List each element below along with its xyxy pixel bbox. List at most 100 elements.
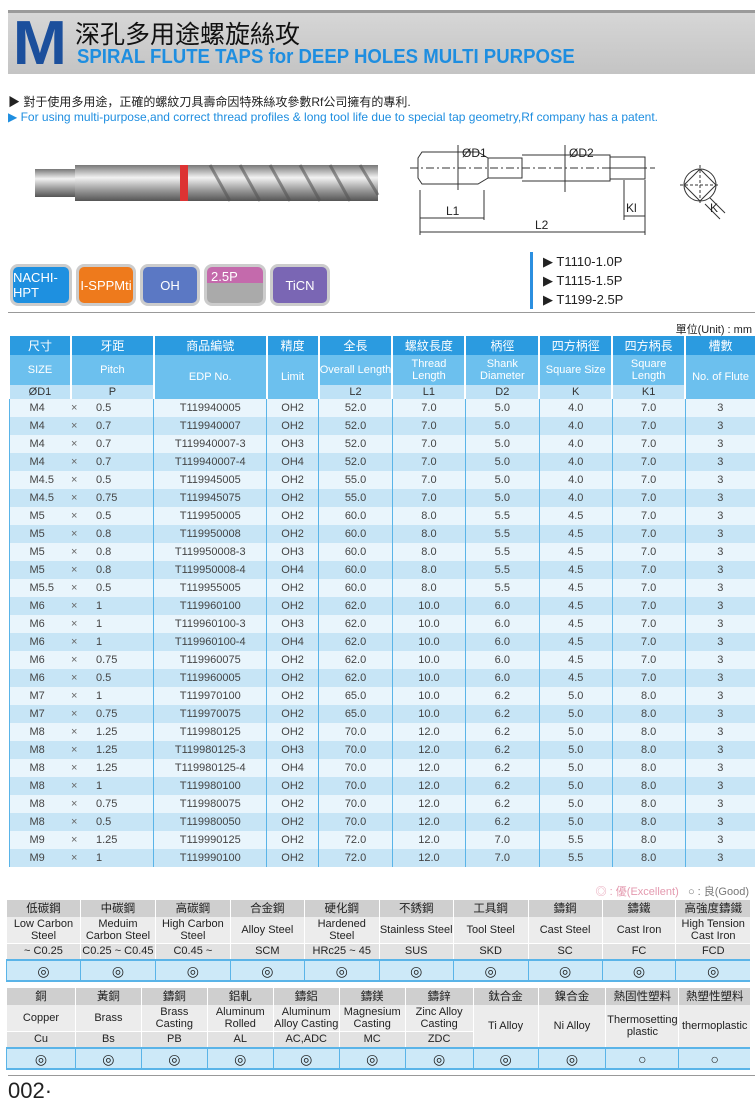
material-zh: 工具鋼	[452, 900, 529, 917]
cell: 6.2	[464, 705, 540, 723]
materials-row-code: Cu Bs PB AL AC,ADC MC ZDC	[6, 1030, 751, 1048]
cell: 3	[684, 777, 755, 795]
pitch-value: 1	[95, 636, 103, 648]
cell: 3	[684, 471, 755, 489]
material-zh: 鑄鎂	[338, 988, 406, 1005]
pitch-value: 1.25	[95, 744, 118, 756]
cell: OH2	[266, 705, 319, 723]
table-row: M8 × 1.25 T119980125-3 OH3 70.0 12.0 6.2 5.0 8.0 3	[8, 741, 755, 759]
cell: 3	[684, 597, 755, 615]
cell: 4.0	[538, 417, 613, 435]
legend-good: ○ : 良(Good)	[687, 886, 749, 898]
cell: 7.0	[611, 669, 686, 687]
cell: 70.0	[318, 777, 393, 795]
cell: × 1	[70, 777, 154, 795]
table-row: M4 × 0.5 T119940005 OH2 52.0 7.0 5.0 4.0 7.0 3	[8, 399, 755, 417]
cell: 65.0	[318, 705, 393, 723]
cell: 6.2	[464, 687, 540, 705]
cell: OH2	[266, 777, 319, 795]
material-zh: 不銹鋼	[378, 900, 454, 917]
legend-excellent: ◎ : 優(Excellent)	[595, 886, 679, 898]
cell: M4	[8, 399, 71, 417]
col-header-symbol: P	[69, 385, 154, 399]
logo-letter: M	[12, 9, 67, 78]
material-zh: 鑄鋁	[272, 988, 340, 1005]
cell: OH2	[266, 525, 319, 543]
cell: 70.0	[318, 813, 393, 831]
cell: 12.0	[391, 759, 466, 777]
col-header-zh: 商品編號	[152, 336, 267, 355]
cell: T119950008	[153, 525, 267, 543]
material-code: C0.45 ~	[154, 942, 231, 960]
cell: 3	[684, 687, 755, 705]
cell: 55.0	[318, 489, 393, 507]
cell: 3	[684, 561, 755, 579]
cell: 5.0	[464, 453, 540, 471]
cell: × 1	[70, 597, 154, 615]
cell: 7.0	[611, 435, 686, 453]
table-row: M6 × 0.5 T119960005 OH2 62.0 10.0 6.0 4.5 7.0 3	[8, 669, 755, 687]
badge-2-5p: 2.5P	[204, 264, 266, 306]
cell: 3	[684, 489, 755, 507]
pitch-value: 0.75	[95, 654, 118, 666]
cell: 3	[684, 813, 755, 831]
cell: T119940007-4	[153, 453, 267, 471]
cell: T119960100-3	[153, 615, 267, 633]
badge-ticn: TiCN	[270, 264, 330, 306]
cell: 52.0	[318, 417, 393, 435]
col-header-en: EDP No.	[152, 355, 267, 399]
cell: M4.5	[8, 489, 71, 507]
cell: 10.0	[391, 651, 466, 669]
cell: T119980075	[153, 795, 267, 813]
cell: OH2	[266, 471, 319, 489]
cell: 6.2	[464, 813, 540, 831]
times-symbol: ×	[70, 582, 78, 594]
material-en: Thermosetting plastic	[605, 1005, 679, 1048]
cell: 5.5	[538, 831, 613, 849]
cell: 8.0	[611, 705, 686, 723]
table-row: M8 × 0.75 T119980075 OH2 70.0 12.0 6.2 5.0 8.0 3	[8, 795, 755, 813]
cell: 62.0	[318, 633, 393, 651]
table-row: M6 × 1 T119960100-3 OH3 62.0 10.0 6.0 4.5 7.0 3	[8, 615, 755, 633]
material-zh: 合金鋼	[229, 900, 305, 917]
pitch-value: 0.8	[95, 564, 112, 576]
cell: M8	[8, 723, 71, 741]
cell: T119940007-3	[153, 435, 267, 453]
cell: 4.0	[538, 489, 613, 507]
cell: T119945075	[153, 489, 267, 507]
times-symbol: ×	[70, 654, 78, 666]
title-zh: 深孔多用途螺旋絲攻	[75, 20, 301, 49]
pitch-value: 0.7	[95, 438, 112, 450]
material-rating: ◎	[378, 959, 454, 982]
material-code: Cu	[6, 1030, 76, 1048]
cell: 70.0	[318, 795, 393, 813]
material-en: Ni Alloy	[537, 1005, 606, 1048]
cell: OH3	[266, 543, 319, 561]
cell: OH2	[266, 489, 319, 507]
cell: 8.0	[611, 759, 686, 777]
material-code: SC	[527, 942, 603, 960]
pitch-value: 0.5	[95, 474, 112, 486]
cell: OH2	[266, 795, 319, 813]
times-symbol: ×	[70, 726, 78, 738]
cell: 5.0	[464, 435, 540, 453]
materials-row-rating: ◎ ◎ ◎ ◎ ◎ ◎ ◎ ◎ ◎ ◎	[6, 959, 750, 982]
col-header-zh: 螺紋長度	[391, 336, 466, 355]
cell: × 0.5	[70, 507, 154, 525]
cell: 7.0	[391, 489, 466, 507]
times-symbol: ×	[70, 744, 78, 756]
material-en: Brass	[74, 1005, 142, 1031]
col-header-en: Square Size	[538, 355, 613, 385]
times-symbol: ×	[70, 528, 78, 540]
cell: × 0.75	[70, 489, 154, 507]
cell: × 1	[70, 687, 154, 705]
cell: 4.5	[538, 507, 613, 525]
pitch-value: 0.5	[95, 582, 112, 594]
cell: 60.0	[318, 543, 393, 561]
cell: M5	[8, 525, 71, 543]
cell: OH2	[266, 417, 319, 435]
material-rating: ◎	[472, 1047, 539, 1070]
cell: 4.5	[538, 651, 613, 669]
cell: 7.0	[391, 435, 466, 453]
cell: 7.0	[391, 417, 466, 435]
